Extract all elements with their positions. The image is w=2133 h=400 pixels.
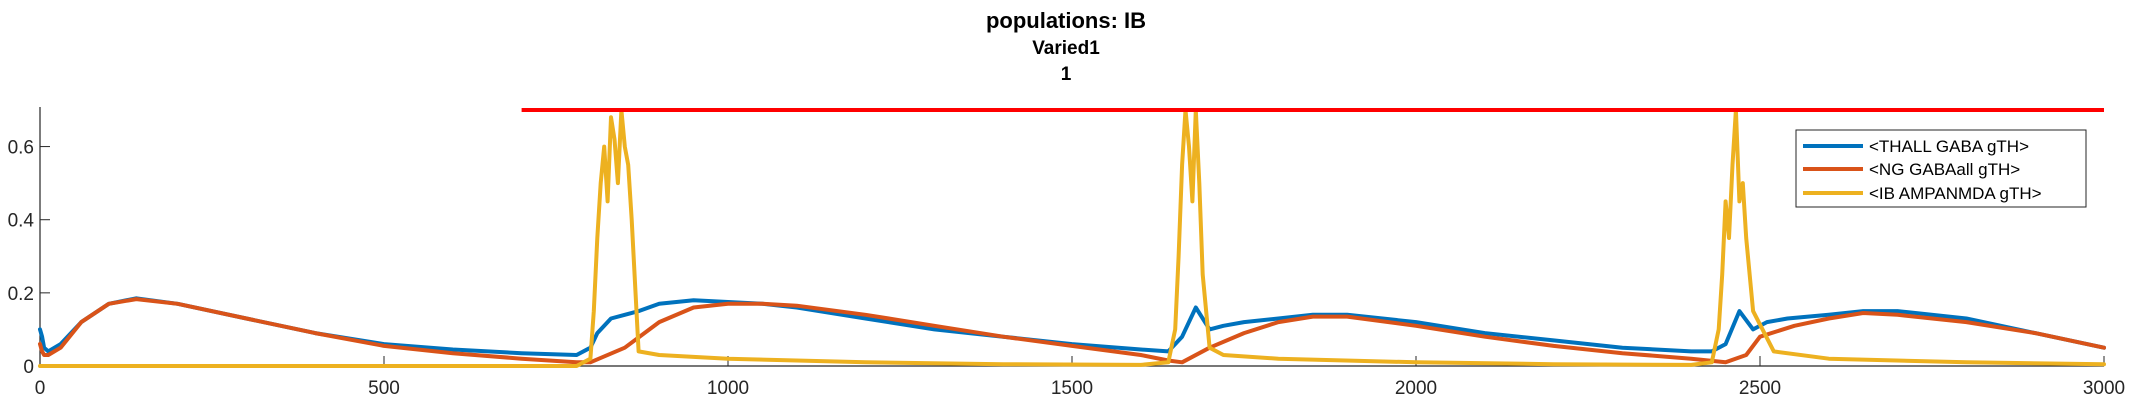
y-tick-label: 0.2	[8, 284, 34, 305]
y-tick-label: 0	[23, 357, 34, 378]
legend-label-ng: <NG GABAall gTH>	[1869, 160, 2020, 179]
chart-subtitle: Varied1	[1032, 38, 1100, 59]
y-tick-label: 0.4	[8, 211, 35, 232]
legend-label-ib: <IB AMPANMDA gTH>	[1869, 184, 2042, 203]
x-tick-label: 2500	[1739, 378, 1781, 399]
plot-area	[38, 108, 2106, 368]
legend-label-thall: <THALL GABA gTH>	[1869, 137, 2029, 156]
chart-subtitle-2: 1	[1061, 64, 1072, 85]
x-tick-label: 1500	[1051, 378, 1093, 399]
series-line-2	[38, 108, 2106, 368]
y-tick-label: 0.6	[8, 138, 34, 159]
x-tick-label: 2000	[1395, 378, 1437, 399]
x-tick-label: 0	[35, 378, 46, 399]
x-tick-label: 1000	[707, 378, 749, 399]
x-tick-label: 3000	[2083, 378, 2125, 399]
series-line-1	[38, 297, 2106, 365]
chart-title: populations: IB	[986, 8, 1146, 33]
legend: <THALL GABA gTH> <NG GABAall gTH> <IB AM…	[1795, 129, 2087, 208]
x-tick-label: 500	[368, 378, 400, 399]
